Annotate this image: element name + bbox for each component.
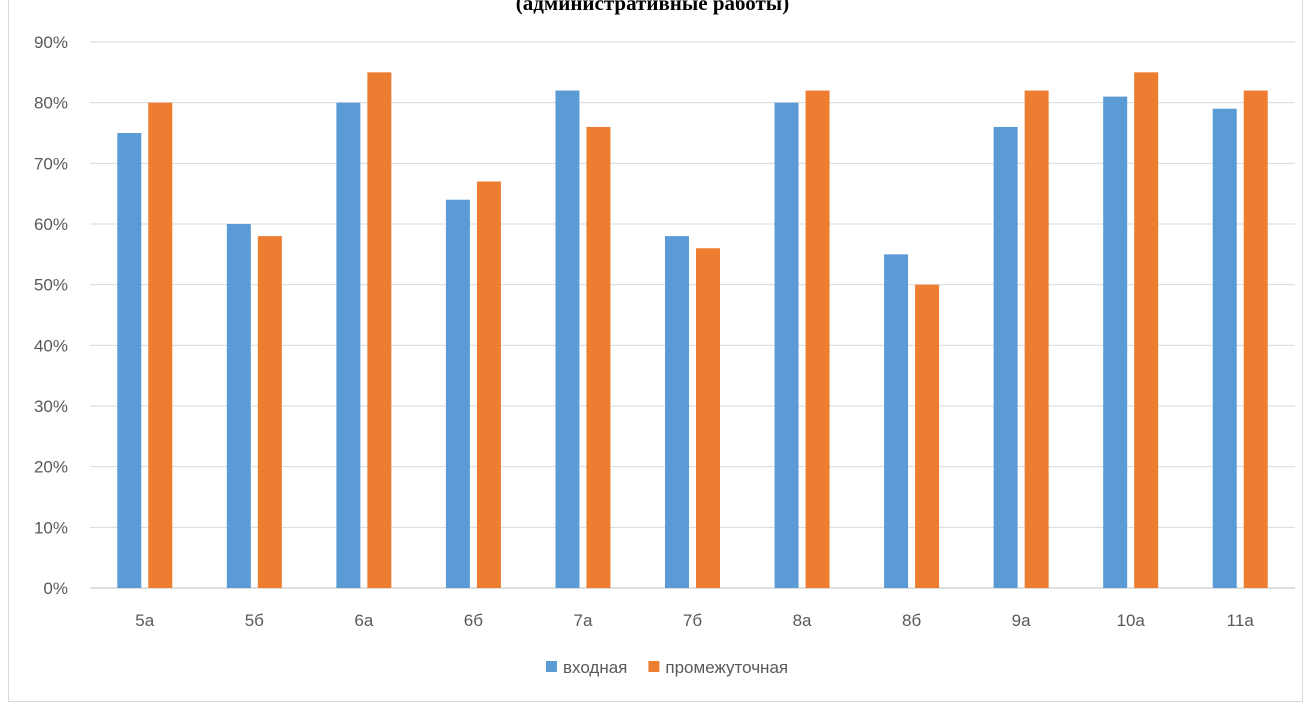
bar-promezhutochnaya [1024, 90, 1049, 589]
x-tick-label: 5б [245, 611, 264, 630]
bar-promezhutochnaya [696, 248, 720, 588]
legend-swatch [546, 661, 557, 672]
chart-frame [8, 0, 1303, 702]
y-tick-label: 50% [34, 276, 68, 295]
y-axis-tick-labels: 0% 10% 20% 30% 40% 50% 60% 70% 80% 90% [34, 33, 68, 598]
bar-promezhutochnaya [586, 126, 611, 588]
gridlines [90, 41, 1295, 589]
bar-vhodnaya [445, 199, 470, 588]
y-tick-label: 0% [43, 579, 68, 598]
y-tick-label: 30% [34, 397, 68, 416]
bar-promezhutochnaya [1134, 72, 1159, 589]
legend: входная промежуточная [546, 658, 788, 677]
x-tick-label: 7а [573, 611, 592, 630]
x-tick-label: 5а [135, 611, 154, 630]
x-tick-label: 10а [1116, 611, 1145, 630]
chart-title: (административные работы) [515, 0, 790, 15]
bar-vhodnaya [665, 236, 689, 588]
x-tick-label: 6а [354, 611, 373, 630]
bar-vhodnaya [226, 224, 251, 588]
y-tick-label: 60% [34, 215, 68, 234]
bar-promezhutochnaya [805, 90, 830, 589]
bar-promezhutochnaya [476, 181, 501, 589]
bar-promezhutochnaya [148, 102, 173, 589]
bar-vhodnaya [117, 133, 142, 588]
legend-swatch [648, 661, 660, 672]
x-tick-label: 7б [683, 611, 702, 630]
bar-vhodnaya [774, 102, 799, 589]
y-tick-label: 90% [34, 33, 68, 52]
bar-vhodnaya [336, 102, 361, 589]
bar-vhodnaya [1103, 96, 1128, 588]
bar-promezhutochnaya [367, 72, 392, 589]
legend-label: входная [563, 658, 627, 677]
x-tick-label: 8а [793, 611, 812, 630]
y-tick-label: 10% [34, 518, 68, 537]
x-tick-label: 9а [1012, 611, 1031, 630]
x-tick-label: 8б [902, 611, 921, 630]
y-tick-label: 80% [34, 94, 68, 113]
x-axis-tick-labels: 5а 5б 6а 6б 7а 7б 8а 8б 9а 10а 11а [135, 611, 1254, 630]
y-tick-label: 20% [34, 458, 68, 477]
bars [117, 72, 1268, 589]
bar-vhodnaya [1212, 108, 1237, 588]
bar-promezhutochnaya [1243, 90, 1268, 589]
y-tick-label: 40% [34, 336, 68, 355]
bar-vhodnaya [884, 254, 909, 589]
x-tick-label: 11а [1227, 611, 1255, 630]
legend-label: промежуточная [665, 658, 788, 677]
y-tick-label: 70% [34, 154, 68, 173]
bar-promezhutochnaya [915, 284, 940, 588]
bar-vhodnaya [993, 126, 1018, 588]
bar-promezhutochnaya [257, 236, 282, 588]
x-tick-label: 6б [464, 611, 483, 630]
bar-vhodnaya [555, 90, 580, 589]
